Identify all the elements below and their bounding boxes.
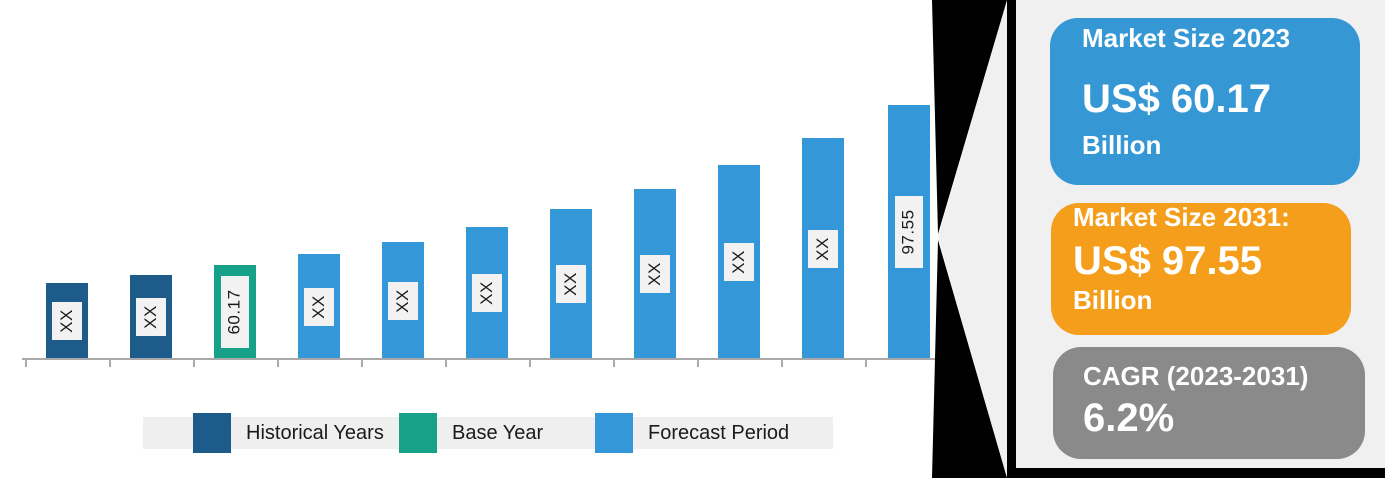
bar-forecast: XX (718, 165, 760, 359)
legend-label: Base Year (452, 421, 544, 444)
bar-forecast: XX (382, 242, 424, 359)
legend-swatch-forecast (595, 413, 633, 453)
x-axis-tick (781, 359, 783, 367)
card-unit: Billion (1073, 285, 1153, 315)
bar-forecast: XX (298, 254, 340, 359)
stat-card-1: Market Size 2031: US$ 97.55 Billion (1051, 202, 1351, 335)
bar-value-label: 60.17 (225, 289, 245, 335)
x-axis-tick (865, 359, 867, 367)
bar-value-label: XX (645, 262, 664, 286)
x-axis-tick (277, 359, 279, 367)
funnel-callout (932, 0, 1016, 478)
funnel-top-wedge (932, 0, 1007, 234)
bar-historical: XX (130, 275, 172, 359)
bar-value-label-box: XX (808, 229, 838, 268)
card-value: US$ 97.55 (1073, 239, 1263, 283)
bar-value-label-box: XX (52, 302, 82, 340)
bar-value-label: XX (729, 250, 748, 274)
bar-value-label-box: XX (304, 287, 334, 326)
funnel-bottom-wedge (932, 240, 1007, 478)
legend-item-base: Base Year (399, 413, 543, 453)
x-axis-tick (361, 359, 363, 367)
bar-value-label-box: XX (724, 243, 754, 281)
bar-value-label: XX (57, 309, 76, 333)
bar-forecast: XX (634, 189, 676, 359)
card-title: Market Size 2023 (1082, 23, 1291, 53)
stat-card-2: CAGR (2023-2031) 6.2% (1053, 347, 1365, 459)
bar-value-label: XX (561, 272, 580, 296)
card-unit: Billion (1082, 130, 1162, 160)
legend-swatch-historical (193, 413, 231, 453)
bar-forecast: 97.55 (888, 105, 930, 359)
x-axis-tick (25, 359, 27, 367)
bar-base: 60.17 (214, 265, 256, 359)
bar-value-label: XX (813, 236, 832, 261)
bar-value-label-box: XX (388, 281, 418, 320)
x-axis-tick (445, 359, 447, 367)
bar-value-label: XX (141, 305, 160, 329)
x-axis-tick (109, 359, 111, 367)
funnel-beam (938, 0, 1007, 478)
bar-value-label: XX (393, 288, 412, 313)
card-value: 6.2% (1083, 396, 1175, 440)
card-title: Market Size 2031: (1073, 202, 1290, 232)
legend-label: Forecast Period (648, 421, 790, 444)
bar-forecast: XX (802, 138, 844, 359)
bar-historical: XX (46, 283, 88, 359)
bar-value-label-box: XX (556, 265, 586, 303)
bar-value-label: XX (309, 294, 328, 319)
legend-strip (143, 417, 833, 449)
bar-value-label: 97.55 (899, 209, 919, 255)
panel-bottom-bar (1016, 468, 1385, 478)
bar-value-label-box: XX (640, 255, 670, 293)
x-axis-tick (613, 359, 615, 367)
stats-panel: Market Size 2023 US$ 60.17 Billion Market S… (1016, 0, 1385, 468)
card-title: CAGR (2023-2031) (1083, 361, 1309, 391)
bar-value-label: XX (477, 281, 496, 305)
bar-value-label-box: XX (472, 274, 502, 312)
bar-forecast: XX (466, 227, 508, 359)
bar-value-label-box: 60.17 (221, 276, 249, 348)
legend-item-historical: Historical Years (193, 413, 384, 453)
legend-item-forecast: Forecast Period (595, 413, 789, 453)
bar-value-label-box: XX (136, 298, 166, 336)
legend-swatch-base (399, 413, 437, 453)
legend-label: Historical Years (246, 421, 384, 444)
bar-forecast: XX (550, 209, 592, 359)
x-axis-tick (193, 359, 195, 367)
x-axis-line (22, 358, 953, 360)
x-axis-tick (529, 359, 531, 367)
x-axis-tick (697, 359, 699, 367)
card-value: US$ 60.17 (1082, 77, 1272, 121)
stat-card-0: Market Size 2023 US$ 60.17 Billion (1050, 18, 1360, 185)
funnel-divider-bar (1007, 0, 1016, 478)
bar-value-label-box: 97.55 (895, 196, 923, 268)
